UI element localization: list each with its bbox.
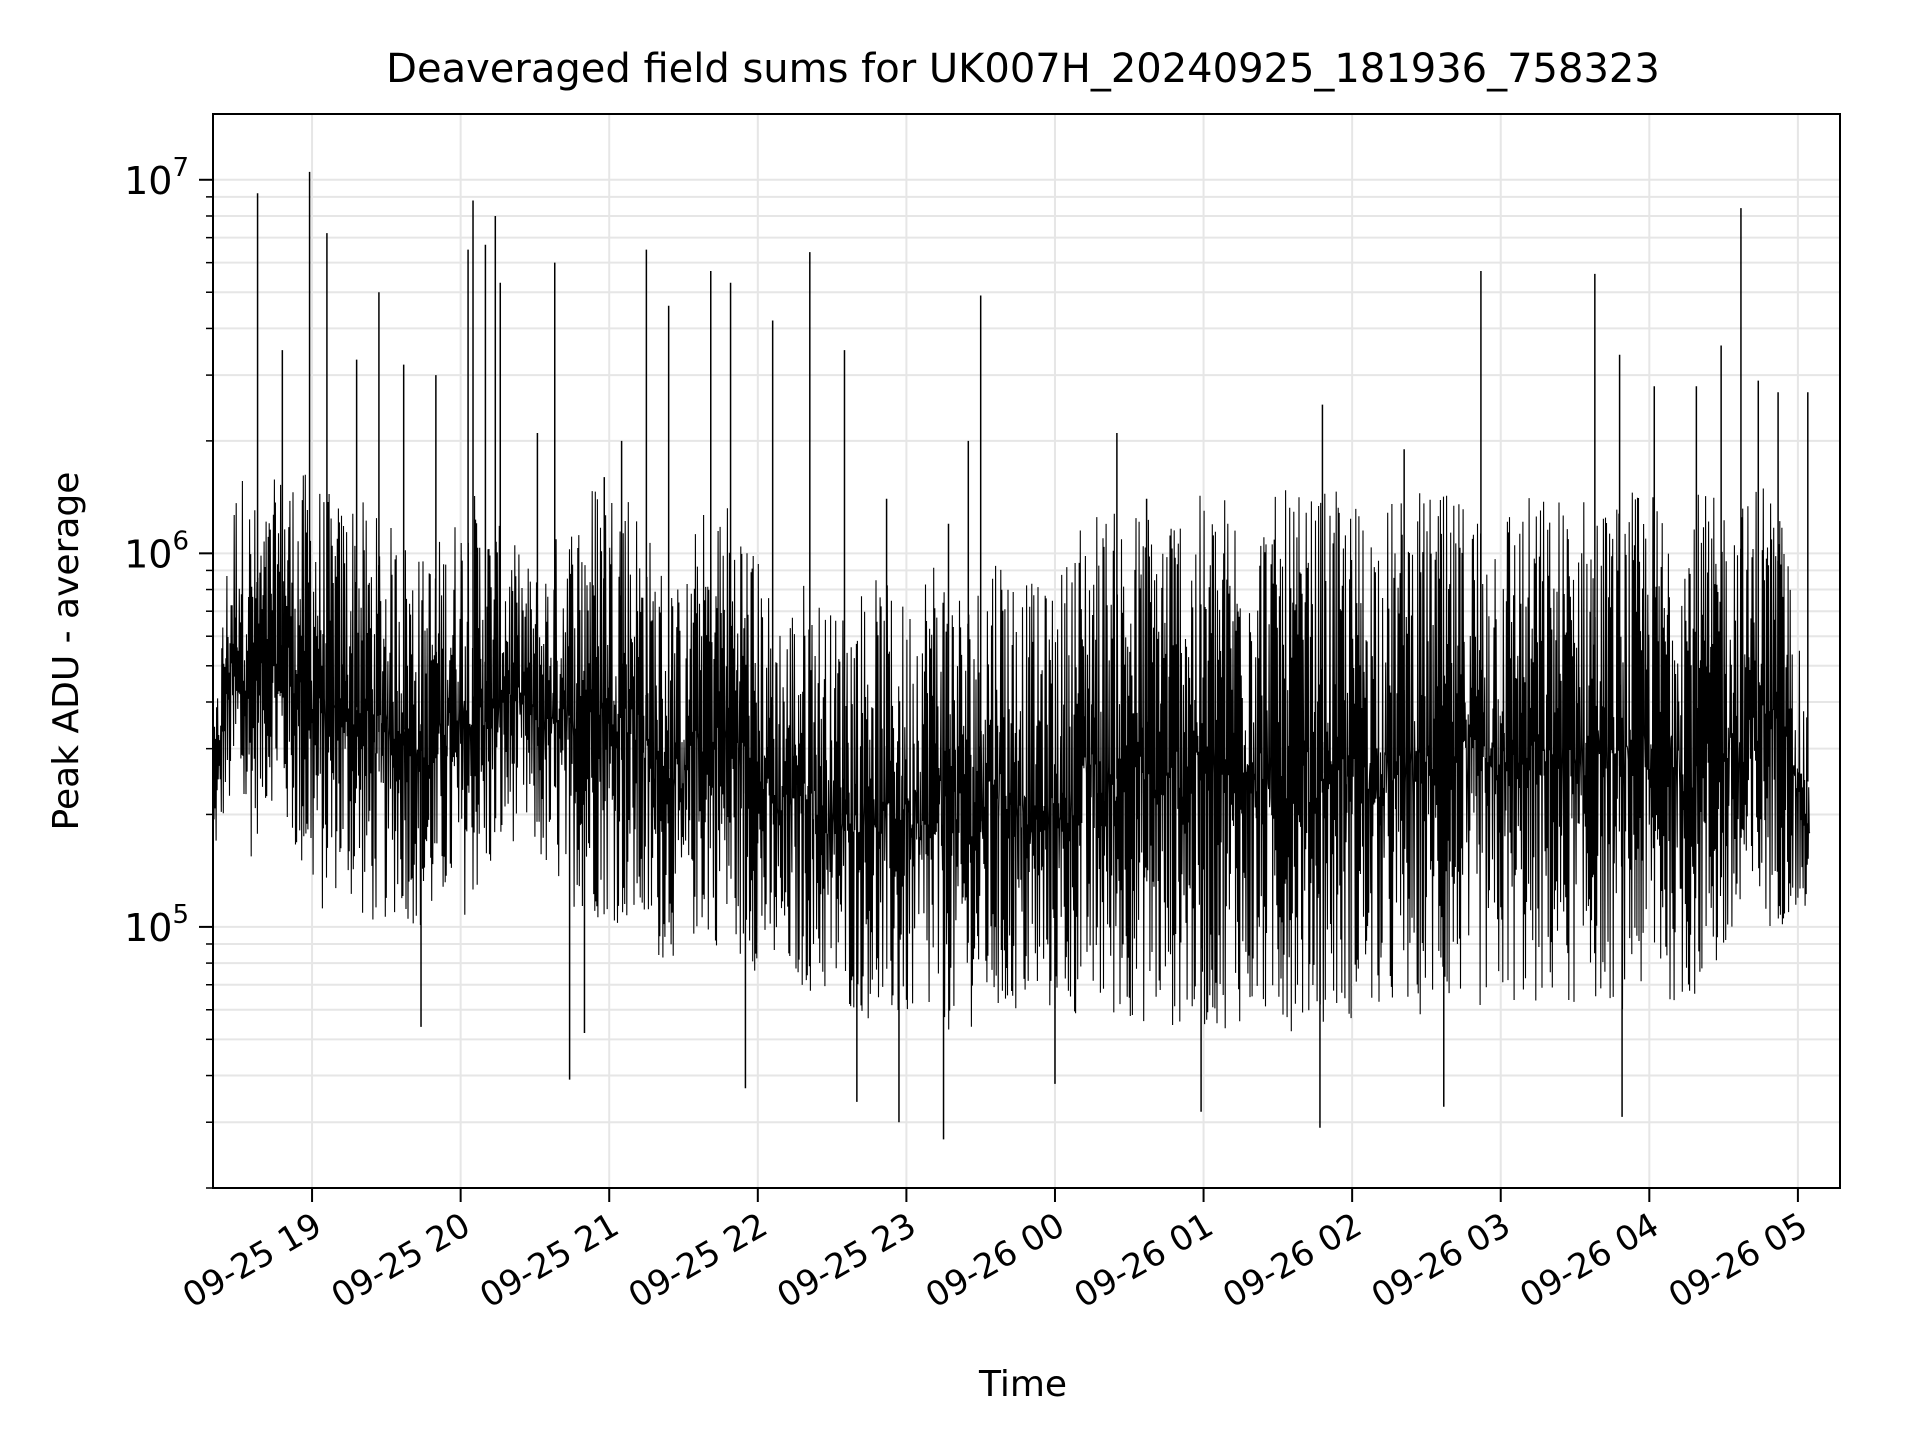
x-tick-label: 09-26 01 [1068,1205,1220,1316]
x-tick-label: 09-25 19 [176,1205,328,1316]
y-tick-label: 107 [124,153,189,203]
y-tick-label: 105 [124,900,189,950]
x-axis-label: Time [978,1364,1067,1405]
y-axis-label: Peak ADU - average [46,472,87,831]
y-tick-label: 106 [124,526,189,576]
x-tick-label: 09-25 20 [325,1205,477,1316]
data-series [212,171,1811,1140]
y-axis-ticks: 105 106 107 [124,153,213,1189]
x-tick-label: 09-25 22 [622,1205,774,1316]
x-tick-label: 09-26 00 [919,1205,1071,1316]
x-tick-label: 09-25 23 [771,1205,923,1316]
plot-frame [212,113,1841,1189]
x-tick-label: 09-25 21 [473,1205,625,1316]
chart-title: Deaveraged field sums for UK007H_2024092… [386,46,1660,92]
x-tick-label: 09-26 02 [1216,1205,1368,1316]
x-tick-label: 09-26 03 [1365,1205,1517,1316]
x-tick-label: 09-26 04 [1513,1205,1665,1316]
x-tick-label: 09-26 05 [1662,1205,1814,1316]
series-line [212,474,1811,1032]
